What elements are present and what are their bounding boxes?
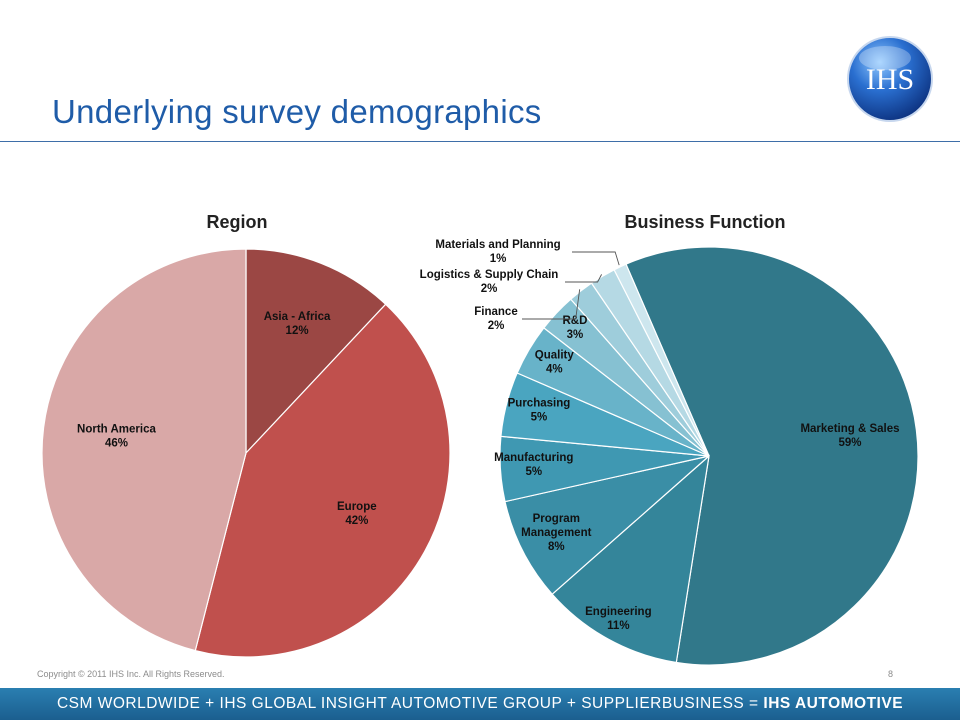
footer-text: CSM WORLDWIDE + IHS GLOBAL INSIGHT AUTOM… (57, 695, 903, 713)
ihs-logo: IHS (847, 36, 933, 122)
slice-europe (194, 303, 451, 658)
business-function-chart-title: Business Function (624, 212, 785, 232)
slice-engineering (551, 454, 710, 664)
region-chart-title: Region (207, 212, 268, 232)
label-marketing-sales: Marketing & Sales 59% (800, 423, 899, 449)
leader-logistics-supply-chain (565, 274, 602, 283)
slice-marketing-sales (625, 246, 919, 666)
label-finance: Finance 2% (474, 306, 517, 332)
label-materials-and-planning: Materials and Planning 1% (435, 239, 560, 265)
leader-materials-and-planning (572, 251, 620, 266)
label-program-management: Program Management 8% (521, 513, 591, 553)
slice-materials-and-planning (613, 263, 710, 457)
page-title: Underlying survey demographics (52, 93, 542, 130)
slice-north-america (41, 248, 247, 652)
page-number: 8 (888, 669, 894, 679)
footer-regular: CSM WORLDWIDE + IHS GLOBAL INSIGHT AUTOM… (56, 695, 764, 712)
label-r-d: R&D 3% (562, 315, 587, 341)
copyright-text: Copyright © 2011 IHS Inc. All Rights Res… (37, 669, 225, 679)
label-engineering: Engineering 11% (585, 606, 651, 632)
leader-finance (522, 289, 581, 320)
label-europe: Europe 42% (337, 501, 377, 527)
slice-asia-africa (245, 248, 387, 455)
label-asia-africa: Asia - Africa 12% (264, 311, 331, 337)
footer-bar: CSM WORLDWIDE + IHS GLOBAL INSIGHT AUTOM… (0, 688, 960, 720)
label-manufacturing: Manufacturing 5% (494, 452, 573, 478)
label-purchasing: Purchasing 5% (508, 397, 571, 423)
logo-text: IHS (866, 63, 914, 96)
label-quality: Quality 4% (535, 350, 575, 376)
label-north-america: North America 46% (77, 424, 156, 450)
label-logistics-supply-chain: Logistics & Supply Chain 2% (420, 269, 559, 295)
title-divider (0, 141, 960, 142)
footer-bold: IHS AUTOMOTIVE (763, 695, 904, 712)
